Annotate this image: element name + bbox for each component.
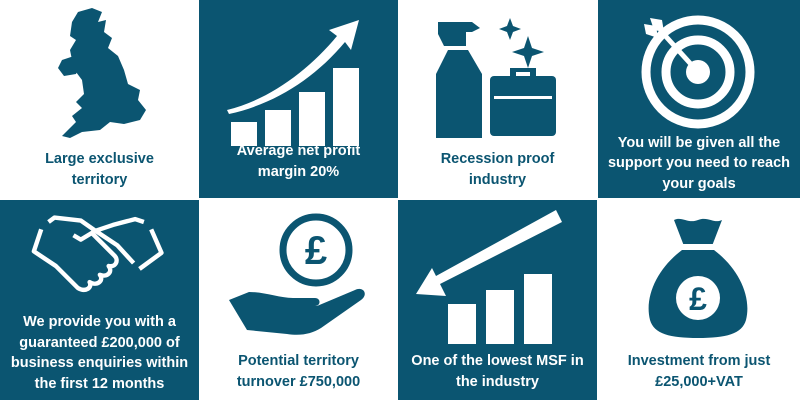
caption-line: industry — [468, 171, 527, 188]
caption-line: We provide you with a — [23, 314, 176, 330]
tile-recession: Recession proof industry — [398, 0, 597, 198]
tile-turnover: £ Potential territory turnover £750,000 — [199, 200, 398, 400]
tile-caption: We provide you with a guaranteed £200,00… — [4, 312, 195, 394]
money-bag-pound-icon: £ — [648, 218, 748, 338]
caption-line: turnover £750,000 — [236, 373, 361, 390]
tile-caption: Potential territory turnover £750,000 — [203, 351, 394, 392]
tile-support: You will be given all the support you ne… — [598, 0, 800, 198]
caption-line: guaranteed £200,000 of — [19, 334, 180, 351]
caption-line: Large exclusive — [45, 151, 154, 167]
caption-line: £25,000+VAT — [655, 373, 743, 390]
falling-arrow-bar-chart-icon — [416, 210, 562, 344]
tile-enquiries: We provide you with a guaranteed £200,00… — [0, 200, 199, 400]
rising-bar-chart-icon — [227, 20, 359, 146]
caption-line: the first 12 months — [34, 375, 165, 392]
tile-caption: Large exclusive territory — [4, 149, 195, 190]
hand-pound-coin-icon: £ — [229, 213, 365, 335]
uk-map-icon — [58, 8, 146, 138]
tile-investment: £ Investment from just £25,000+VAT — [598, 200, 800, 400]
caption-line: You will be given all the — [617, 134, 781, 151]
caption-line: support you need to reach — [607, 155, 791, 171]
caption-line: Average net profit — [236, 143, 361, 159]
handshake-icon — [31, 215, 164, 292]
svg-text:£: £ — [689, 281, 707, 317]
tile-territory: Large exclusive territory — [0, 0, 199, 198]
tile-profit: Average net profit margin 20% — [199, 0, 398, 198]
caption-line: the industry — [456, 373, 539, 390]
caption-line: territory — [71, 171, 128, 188]
caption-line: business enquiries within — [10, 355, 189, 371]
spray-bottle-briefcase-icon — [436, 18, 556, 138]
tile-msf: One of the lowest MSF in the industry — [398, 200, 597, 400]
tile-caption: One of the lowest MSF in the industry — [402, 351, 593, 392]
tile-caption: You will be given all the support you ne… — [602, 133, 796, 195]
svg-text:£: £ — [305, 229, 327, 273]
target-arrow-icon — [641, 15, 755, 129]
caption-line: Investment from just — [627, 353, 771, 369]
caption-line: Potential territory — [238, 353, 359, 369]
caption-line: One of the lowest MSF in — [411, 353, 584, 369]
tile-caption: Recession proof industry — [402, 149, 593, 190]
tile-caption: Average net profit margin 20% — [203, 141, 394, 182]
caption-line: Recession proof — [440, 151, 555, 167]
caption-line: margin 20% — [257, 163, 340, 180]
tile-caption: Investment from just £25,000+VAT — [602, 351, 796, 392]
caption-line: your goals — [662, 175, 736, 192]
